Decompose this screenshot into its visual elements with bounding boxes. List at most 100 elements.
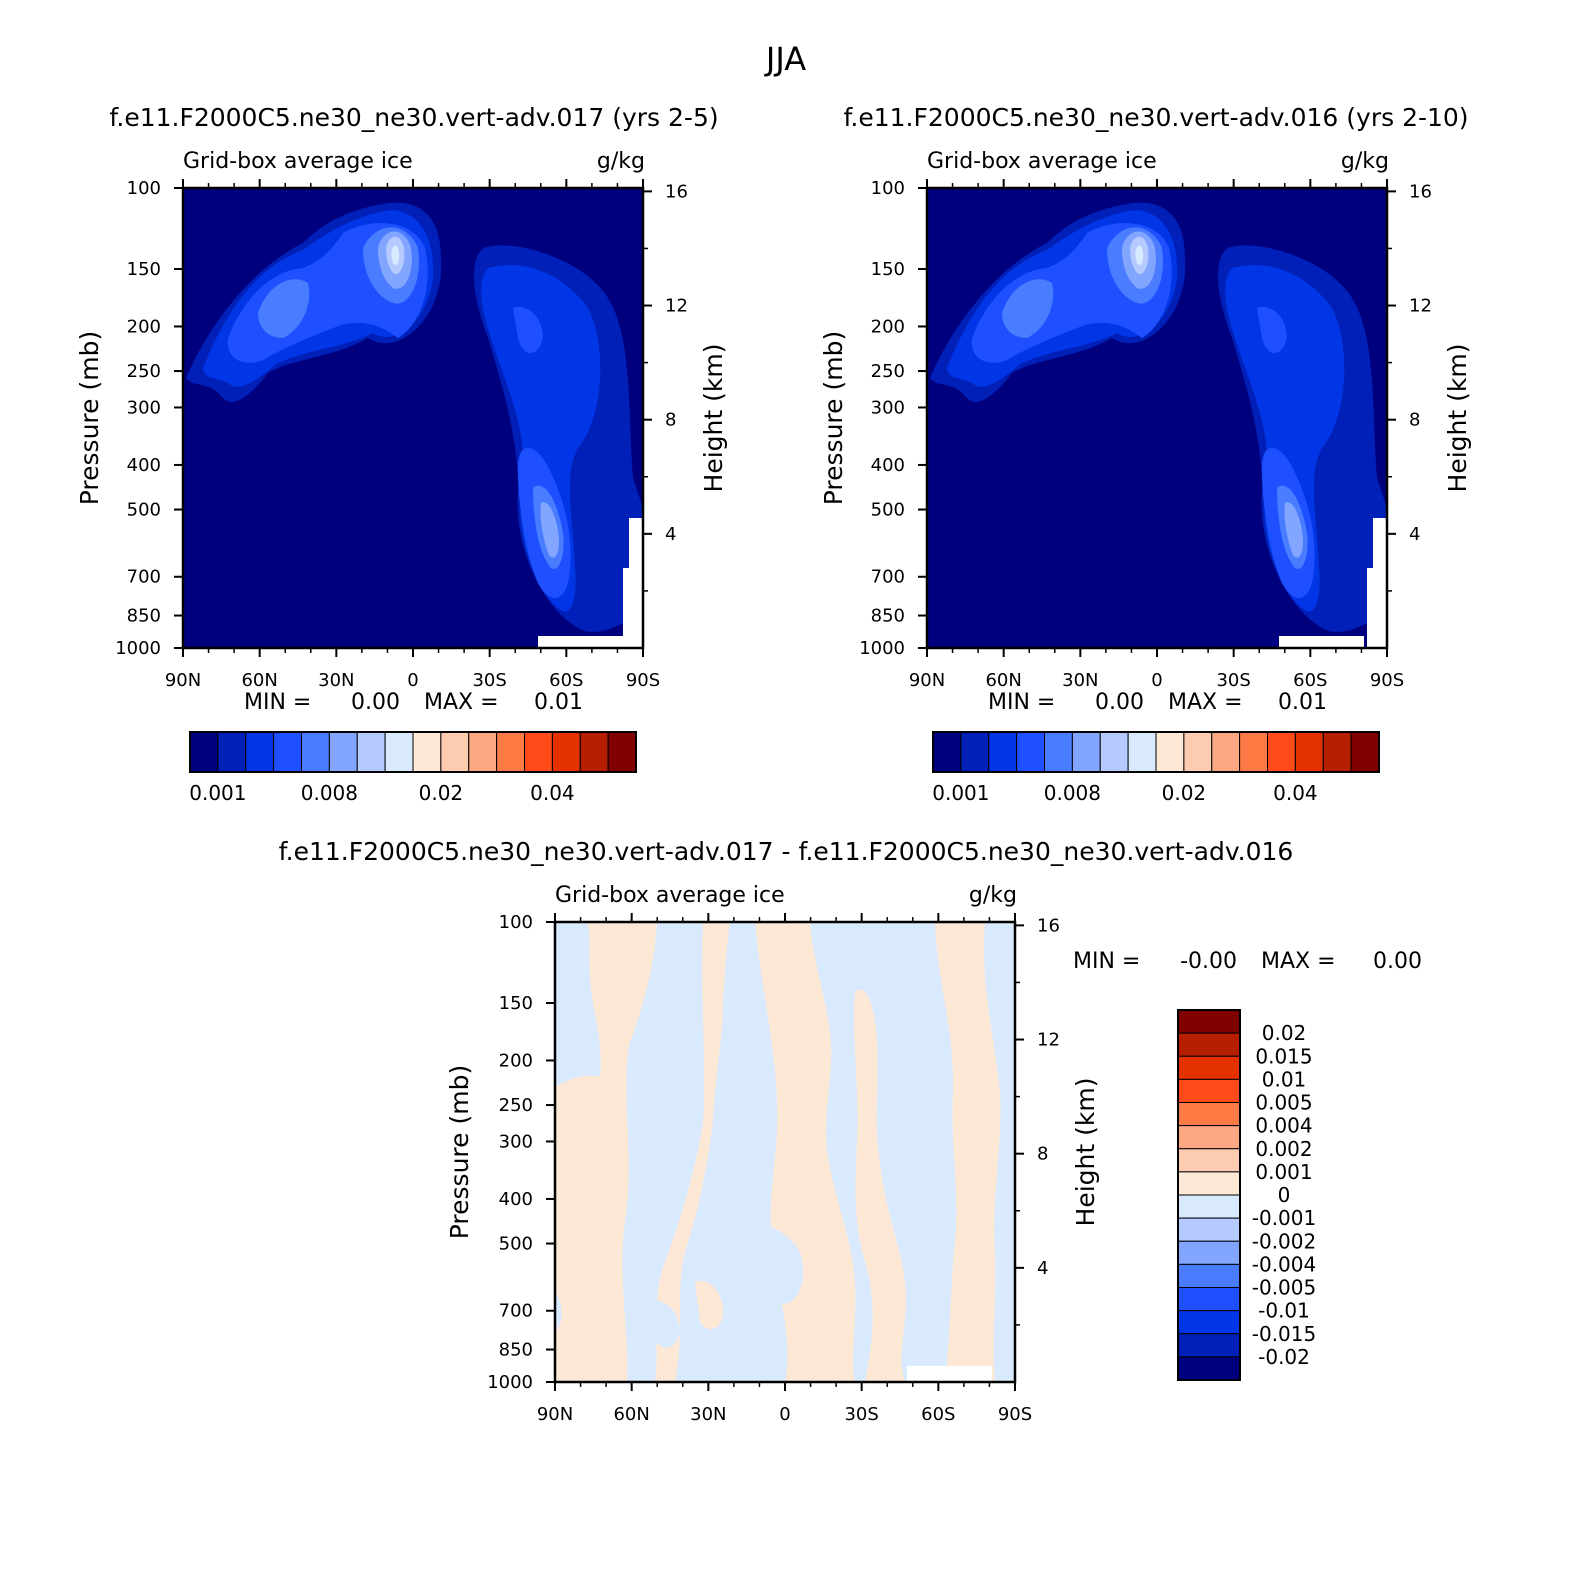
- colorbar-swatch: [1099, 731, 1129, 773]
- colorbar-swatch: [1177, 1217, 1241, 1242]
- colorbar: [932, 731, 1380, 773]
- contour-plot: [555, 922, 1015, 1382]
- axis-ticks: [918, 179, 1396, 657]
- colorbar-label: 0.02: [1162, 781, 1207, 805]
- y-right-tick-label: 12: [1409, 296, 1432, 317]
- colorbar-label: 0.001: [932, 781, 989, 805]
- colorbar-label: 0.008: [1044, 781, 1101, 805]
- colorbar-label: -0.004: [1252, 1252, 1316, 1276]
- x-tick-label: 60S: [549, 670, 583, 691]
- colorbar-label: 0.001: [1255, 1160, 1312, 1184]
- colorbar-label: 0: [1278, 1183, 1291, 1207]
- contour-level-4: [1002, 279, 1054, 338]
- y-tick-label: 300: [127, 397, 161, 418]
- colorbar: [1177, 1009, 1241, 1381]
- colorbar-labels: 0.001 0.008 0.02 0.04: [932, 781, 1317, 805]
- x-tick-label: 30N: [690, 1404, 726, 1425]
- colorbar-swatch: [1294, 731, 1324, 773]
- x-tick-label: 30N: [318, 670, 354, 691]
- colorbar-swatch: [1155, 731, 1185, 773]
- contour-level-2b: [481, 264, 601, 612]
- y-tick-label: 200: [871, 316, 905, 337]
- missing-data: [1279, 636, 1364, 648]
- colorbar-swatch: [1183, 731, 1213, 773]
- max-label: MAX =: [1261, 949, 1336, 974]
- colorbar-swatch: [412, 731, 442, 773]
- panel-difference: f.e11.F2000C5.ne30_ne30.vert-adv.017 - f…: [279, 837, 1422, 1425]
- panel-016: f.e11.F2000C5.ne30_ne30.vert-adv.016 (yr…: [819, 103, 1472, 805]
- colorbar-label: -0.005: [1252, 1276, 1316, 1300]
- colorbar-swatch: [1211, 731, 1241, 773]
- colorbar-label: 0.008: [301, 781, 358, 805]
- colorbar-swatch: [1177, 1194, 1241, 1219]
- colorbar-swatch: [496, 731, 525, 773]
- y-right-tick-label: 4: [665, 524, 676, 545]
- colorbar-swatch: [468, 731, 498, 773]
- x-tick-label: 90S: [1370, 670, 1404, 691]
- colorbar-label: 0.004: [1255, 1114, 1312, 1138]
- y-right-tick-label: 16: [1037, 915, 1060, 936]
- colorbar-swatch: [988, 731, 1018, 773]
- y-right-tick-label: 16: [665, 181, 688, 202]
- y-tick-label: 1000: [859, 638, 905, 659]
- y-tick-label: 500: [127, 500, 161, 521]
- y-tick-label: 250: [127, 361, 161, 382]
- y-right-tick-label: 4: [1037, 1258, 1048, 1279]
- colorbar-swatch: [273, 731, 302, 773]
- colorbar-swatch: [1177, 1148, 1241, 1173]
- contour-level-3c: [513, 307, 543, 353]
- y-tick-labels: 100 150 200 250 300 400 500 700 850 1000: [115, 178, 161, 659]
- colorbar-label: 0.005: [1255, 1091, 1312, 1115]
- x-tick-label: 60N: [613, 1404, 649, 1425]
- y-tick-label: 150: [871, 259, 905, 280]
- colorbar-swatch: [1177, 1287, 1241, 1312]
- y-tick-label: 850: [871, 606, 905, 627]
- y-right-tick-label: 8: [1409, 410, 1420, 431]
- colorbar-swatch: [551, 731, 581, 773]
- positive-band-5: [935, 922, 1001, 1382]
- min-label: MIN =: [988, 690, 1055, 715]
- contour-level-5b: [540, 502, 560, 558]
- colorbar-swatch: [1177, 1102, 1241, 1127]
- x-tick-label: 30S: [1216, 670, 1250, 691]
- y-right-tick-labels: 16 12 8 4: [1037, 915, 1060, 1278]
- positive-band-1: [555, 922, 657, 1382]
- y-tick-label: 150: [127, 259, 161, 280]
- max-label: MAX =: [1168, 690, 1243, 715]
- colorbar-swatch: [356, 731, 386, 773]
- x-tick-label: 0: [1151, 670, 1162, 691]
- colorbar-swatch: [1322, 731, 1352, 773]
- colorbar-label: 0.01: [1262, 1067, 1307, 1091]
- y-tick-label: 200: [499, 1050, 533, 1071]
- colorbar-label: -0.02: [1258, 1345, 1310, 1369]
- colorbar-swatch: [1177, 1240, 1241, 1265]
- y-tick-label: 700: [127, 567, 161, 588]
- case-title: f.e11.F2000C5.ne30_ne30.vert-adv.017 - f…: [279, 837, 1294, 866]
- colorbar-swatch: [579, 731, 609, 773]
- units-string: g/kg: [597, 149, 645, 174]
- y-tick-label: 400: [871, 455, 905, 476]
- colorbar-swatch: [384, 731, 414, 773]
- x-tick-label: 30N: [1062, 670, 1098, 691]
- colorbar-swatch: [1177, 1009, 1241, 1034]
- units-string: g/kg: [1341, 149, 1389, 174]
- colorbar-swatch: [1239, 731, 1268, 773]
- colorbar-swatch: [607, 731, 637, 773]
- colorbar-swatch: [1044, 731, 1073, 773]
- colorbar-label: 0.02: [419, 781, 464, 805]
- y-tick-label: 100: [127, 178, 161, 199]
- missing-data: [907, 1366, 992, 1382]
- colorbar-label: 0.015: [1255, 1044, 1312, 1068]
- y-right-tick-label: 12: [1037, 1030, 1060, 1051]
- colorbar-swatch: [1350, 731, 1380, 773]
- y-right-tick-label: 16: [1409, 181, 1432, 202]
- figure-title: JJA: [764, 40, 806, 78]
- y-tick-label: 250: [499, 1095, 533, 1116]
- x-tick-label: 90N: [909, 670, 945, 691]
- min-value: 0.00: [1095, 690, 1144, 715]
- max-value: 0.01: [534, 690, 583, 715]
- colorbar-label: -0.002: [1252, 1229, 1316, 1253]
- contour-level-3c: [1257, 307, 1287, 353]
- colorbar-swatch: [301, 731, 330, 773]
